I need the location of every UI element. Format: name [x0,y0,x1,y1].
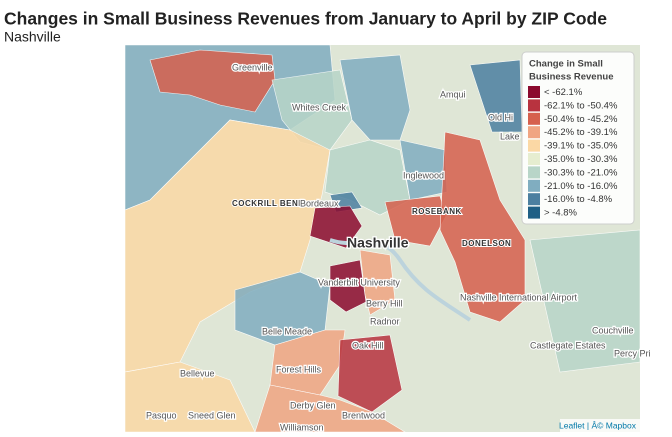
region [529,229,641,373]
legend-swatch [528,193,540,206]
title: Changes in Small Business Revenues from … [4,9,607,29]
place-label: Bordeaux [300,198,339,208]
river [329,238,472,322]
legend-label: -35.0% to -30.3% [544,154,618,165]
legend-label: -21.0% to -16.0% [544,181,618,192]
place-label: COCKRILL BEND [232,199,305,208]
legend-swatch [528,112,540,125]
subtitle: Nashville [4,29,61,45]
place-label: Sneed Glen [188,410,236,420]
place-label: DONELSON [462,239,511,248]
place-label: Nashville [347,235,409,251]
place-label: Amqui [440,89,466,99]
place-label: Castlegate Estates [530,340,606,350]
place-label: Berry Hill [366,298,403,308]
region [384,195,447,247]
region [439,131,526,323]
legend-label: -30.3% to -21.0% [544,167,618,178]
legend-swatch [528,153,540,165]
attribution[interactable]: Leaflet | Â© Mapbox [559,420,637,430]
legend-swatch [528,139,540,152]
place-label: Nashville International Airport [460,292,578,302]
legend-swatch [528,99,540,112]
place-label: Greenville [232,62,273,72]
place-label: Inglewood [403,170,444,180]
legend-swatch [528,126,540,139]
region [309,205,363,249]
place-label: ROSEBANK [412,207,462,216]
region [124,361,256,433]
place-label: Old Hi [488,112,513,122]
legend-title: Business Revenue [529,72,613,83]
legend-label: > -4.8% [544,208,578,219]
place-label: Percy Pri [614,348,651,358]
place-label: Williamson [280,422,324,432]
place-label: Vanderbilt University [318,277,400,287]
legend-swatch [528,206,540,219]
place-label: Pasquo [146,410,177,420]
place-label: Bellevue [180,368,215,378]
legend-swatch [528,179,540,192]
legend: Change in Small Business Revenue < -62.1… [521,51,635,225]
region [329,259,367,313]
legend-label: -16.0% to -4.8% [544,194,613,205]
place-label: Oak Hill [352,340,384,350]
region [337,334,403,413]
place-label: Forest Hills [276,364,322,374]
legend-label: < -62.1% [544,87,583,98]
legend-swatch [528,86,540,98]
region [149,49,276,113]
place-label: Whites Creek [292,102,347,112]
place-label: Brentwood [342,410,385,420]
attribution-bg [560,419,640,432]
legend-title: Change in Small [529,59,603,70]
legend-label: -45.2% to -39.1% [544,127,618,138]
legend-label: -39.1% to -35.0% [544,141,618,152]
place-label: Belle Meade [262,326,312,336]
place-label: Derby Glen [290,400,336,410]
legend-swatch [528,166,540,179]
legend-label: -62.1% to -50.4% [544,100,618,111]
legend-box [521,51,635,225]
place-label: Lake [500,131,520,141]
place-label: Radnor [370,316,400,326]
legend-label: -50.4% to -45.2% [544,114,618,125]
place-label: Couchville [592,325,634,335]
